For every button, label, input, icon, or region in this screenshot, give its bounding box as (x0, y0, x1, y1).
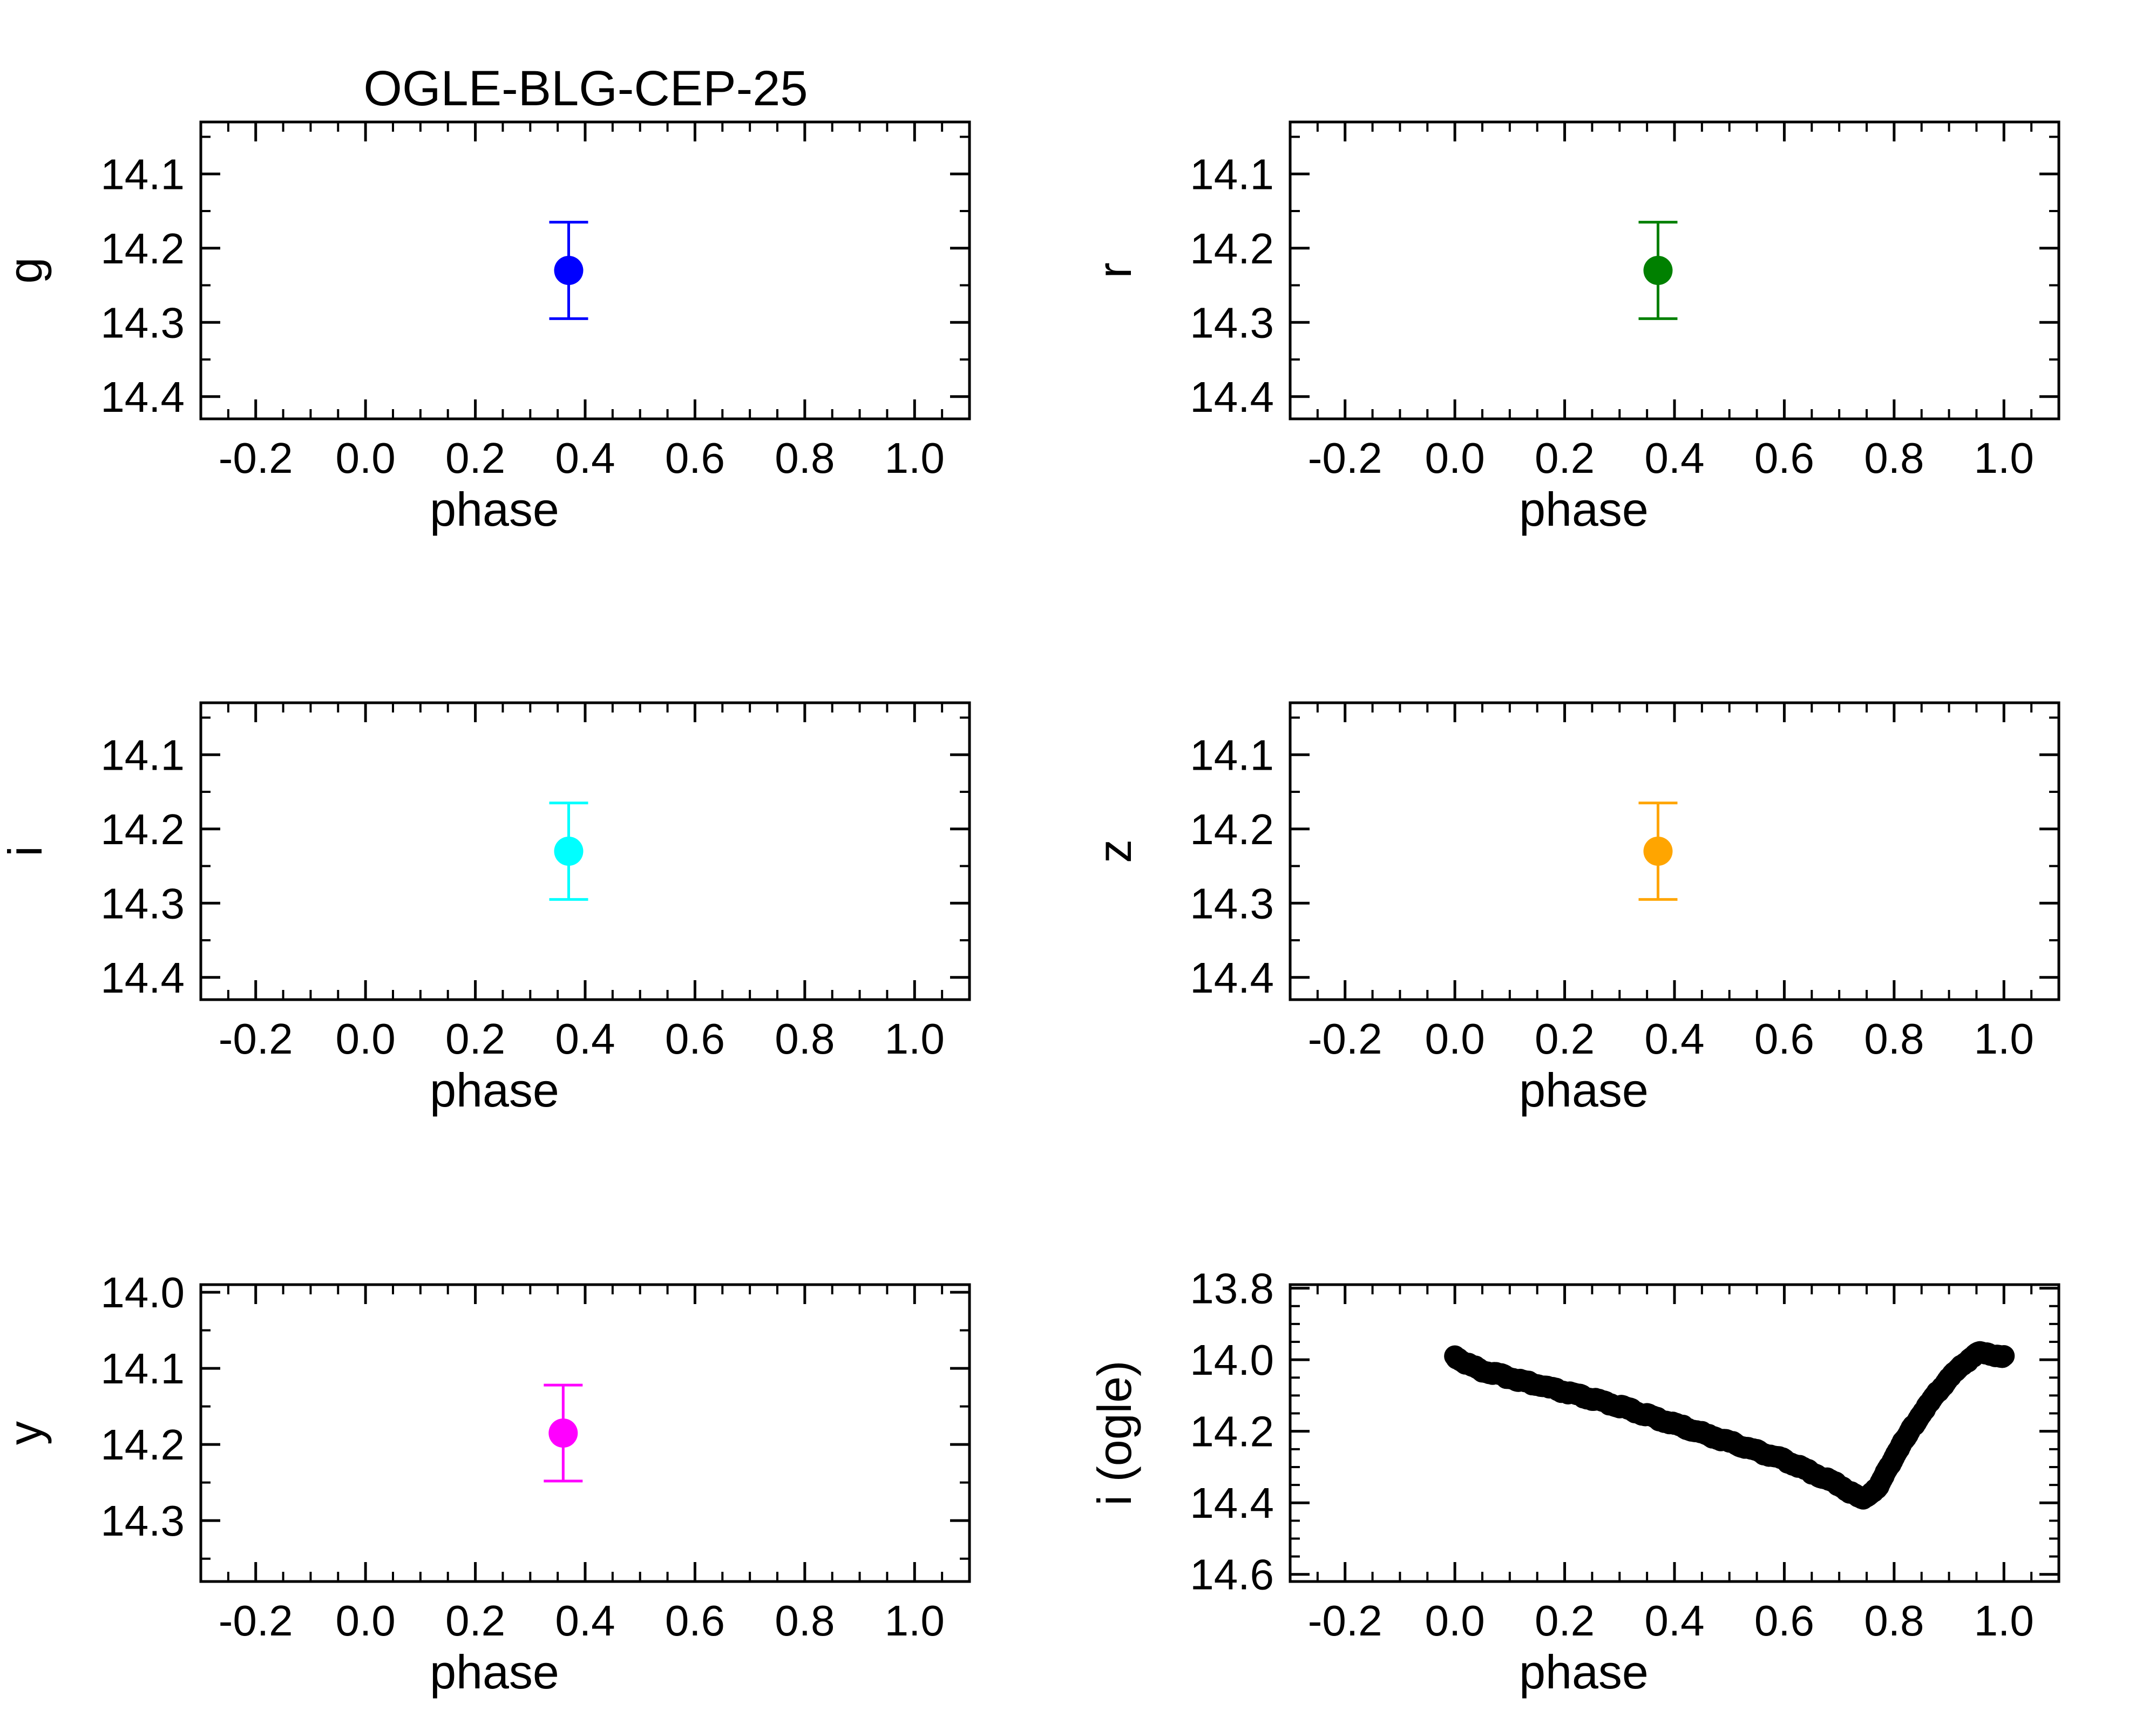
x-axis-label: phase (430, 483, 559, 536)
y-tick-label: 14.2 (100, 1421, 185, 1469)
y-tick-label: 14.2 (100, 225, 185, 273)
y-tick-label: 14.4 (1190, 954, 1274, 1002)
x-tick-label: 1.0 (885, 1015, 945, 1063)
x-tick-label: 1.0 (885, 434, 945, 482)
y-axis-label: g (0, 257, 52, 284)
x-tick-label: 0.2 (445, 1597, 505, 1645)
y-tick-label: 14.4 (100, 373, 185, 421)
x-tick-label: 0.8 (1864, 434, 1924, 482)
x-tick-label: 0.4 (555, 1597, 615, 1645)
y-tick-label: 14.0 (1190, 1336, 1274, 1384)
x-axis-label: phase (1519, 483, 1649, 536)
x-tick-label: 0.4 (1644, 1015, 1704, 1063)
x-tick-label: 0.4 (555, 434, 615, 482)
x-tick-label: -0.2 (1308, 434, 1382, 482)
x-axis-label: phase (1519, 1645, 1649, 1699)
panel-i: -0.2 0.0 0.2 0.4 0.6 0.8 1.0 14.1 14.2 14.3 14.4 ph… (0, 701, 971, 1117)
x-tick-label: 1.0 (1974, 1597, 2034, 1645)
x-tick-label: 1.0 (1974, 1015, 2034, 1063)
y-axis-label: y (0, 1421, 52, 1445)
x-tick-label: 0.6 (1754, 434, 1814, 482)
x-tick-label: 0.6 (1754, 1597, 1814, 1645)
x-tick-label: 0.8 (1864, 1597, 1924, 1645)
x-tick-label: 0.6 (1754, 1015, 1814, 1063)
y-tick-label: 14.3 (1190, 298, 1274, 347)
y-tick-label: 14.0 (100, 1268, 185, 1316)
y-tick-label: 14.6 (1190, 1551, 1274, 1599)
y-tick-label: 14.2 (1190, 805, 1274, 853)
figure-title: OGLE-BLG-CEP-25 (363, 61, 808, 116)
x-tick-label: 0.0 (1425, 1015, 1485, 1063)
x-tick-label: 0.2 (1535, 434, 1595, 482)
x-tick-label: 0.8 (775, 1597, 835, 1645)
y-tick-label: 14.4 (1190, 1479, 1274, 1527)
x-tick-label: 1.0 (1974, 434, 2034, 482)
y-tick-label: 14.2 (100, 805, 185, 853)
y-axis-label: i (0, 846, 52, 857)
panels: -0.2 0.0 0.2 0.4 0.6 0.8 1.0 14.1 14.2 14.3 14.4 ph… (0, 120, 2060, 1699)
x-axis-label: phase (430, 1645, 559, 1699)
data-point (1643, 837, 1673, 866)
data-point (554, 837, 584, 866)
y-tick-label: 14.3 (100, 298, 185, 347)
x-tick-label: 0.4 (1644, 434, 1704, 482)
y-tick-label: 14.3 (100, 1497, 185, 1545)
y-axis-label: i (ogle) (1088, 1361, 1141, 1506)
plot-frame (199, 120, 971, 420)
x-tick-label: -0.2 (1308, 1597, 1382, 1645)
x-tick-label: 0.2 (445, 1015, 505, 1063)
plot-frame (199, 1283, 971, 1583)
y-tick-label: 14.3 (100, 879, 185, 927)
x-tick-label: 0.8 (775, 434, 835, 482)
data-point (548, 1418, 578, 1448)
x-tick-label: -0.2 (1308, 1015, 1382, 1063)
x-tick-label: -0.2 (219, 434, 293, 482)
data-point (1993, 1345, 2015, 1367)
x-tick-label: 0.2 (1535, 1597, 1595, 1645)
y-tick-label: 14.3 (1190, 879, 1274, 927)
x-tick-label: 0.0 (336, 434, 396, 482)
x-tick-label: 0.0 (336, 1015, 396, 1063)
x-tick-label: 0.6 (665, 1597, 725, 1645)
plot-frame (199, 701, 971, 1001)
x-tick-label: -0.2 (219, 1597, 293, 1645)
x-tick-label: 0.6 (665, 1015, 725, 1063)
y-tick-label: 14.1 (1190, 150, 1274, 198)
panel-y: -0.2 0.0 0.2 0.4 0.6 0.8 1.0 14.0 14.1 14.2 14.3 ph… (0, 1268, 971, 1699)
y-tick-label: 14.1 (1190, 731, 1274, 779)
y-axis-label: r (1088, 262, 1141, 278)
data-point (1643, 256, 1673, 285)
plot-frame (1289, 701, 2060, 1001)
y-tick-label: 14.1 (100, 1345, 185, 1393)
x-tick-label: 0.0 (336, 1597, 396, 1645)
x-tick-label: 0.4 (555, 1015, 615, 1063)
plot-frame (1289, 120, 2060, 420)
y-tick-label: 14.1 (100, 150, 185, 198)
y-tick-label: 14.1 (100, 731, 185, 779)
x-axis-label: phase (1519, 1063, 1649, 1117)
y-tick-label: 14.4 (100, 954, 185, 1002)
x-axis-label: phase (430, 1063, 559, 1117)
panel-z: -0.2 0.0 0.2 0.4 0.6 0.8 1.0 14.1 14.2 14.3 14.4 ph… (1088, 701, 2060, 1117)
x-tick-label: 0.2 (445, 434, 505, 482)
y-axis-label: z (1088, 839, 1141, 863)
x-tick-label: 0.0 (1425, 1597, 1485, 1645)
panel-r: -0.2 0.0 0.2 0.4 0.6 0.8 1.0 14.1 14.2 14.3 14.4 ph… (1088, 120, 2060, 536)
y-tick-label: 14.2 (1190, 1408, 1274, 1456)
x-tick-label: 0.4 (1644, 1597, 1704, 1645)
panel-i-ogle: -0.2 0.0 0.2 0.4 0.6 0.8 1.0 13.8 14.0 14.2 14.4 14… (1088, 1265, 2060, 1699)
x-tick-label: 0.6 (665, 434, 725, 482)
x-tick-label: 1.0 (885, 1597, 945, 1645)
x-tick-label: 0.0 (1425, 434, 1485, 482)
panel-g: -0.2 0.0 0.2 0.4 0.6 0.8 1.0 14.1 14.2 14.3 14.4 ph… (0, 120, 971, 536)
y-tick-label: 14.4 (1190, 373, 1274, 421)
x-tick-label: -0.2 (219, 1015, 293, 1063)
x-tick-label: 0.8 (1864, 1015, 1924, 1063)
y-tick-label: 14.2 (1190, 225, 1274, 273)
x-tick-label: 0.8 (775, 1015, 835, 1063)
data-point (554, 256, 584, 285)
y-tick-label: 13.8 (1190, 1265, 1274, 1313)
x-tick-label: 0.2 (1535, 1015, 1595, 1063)
